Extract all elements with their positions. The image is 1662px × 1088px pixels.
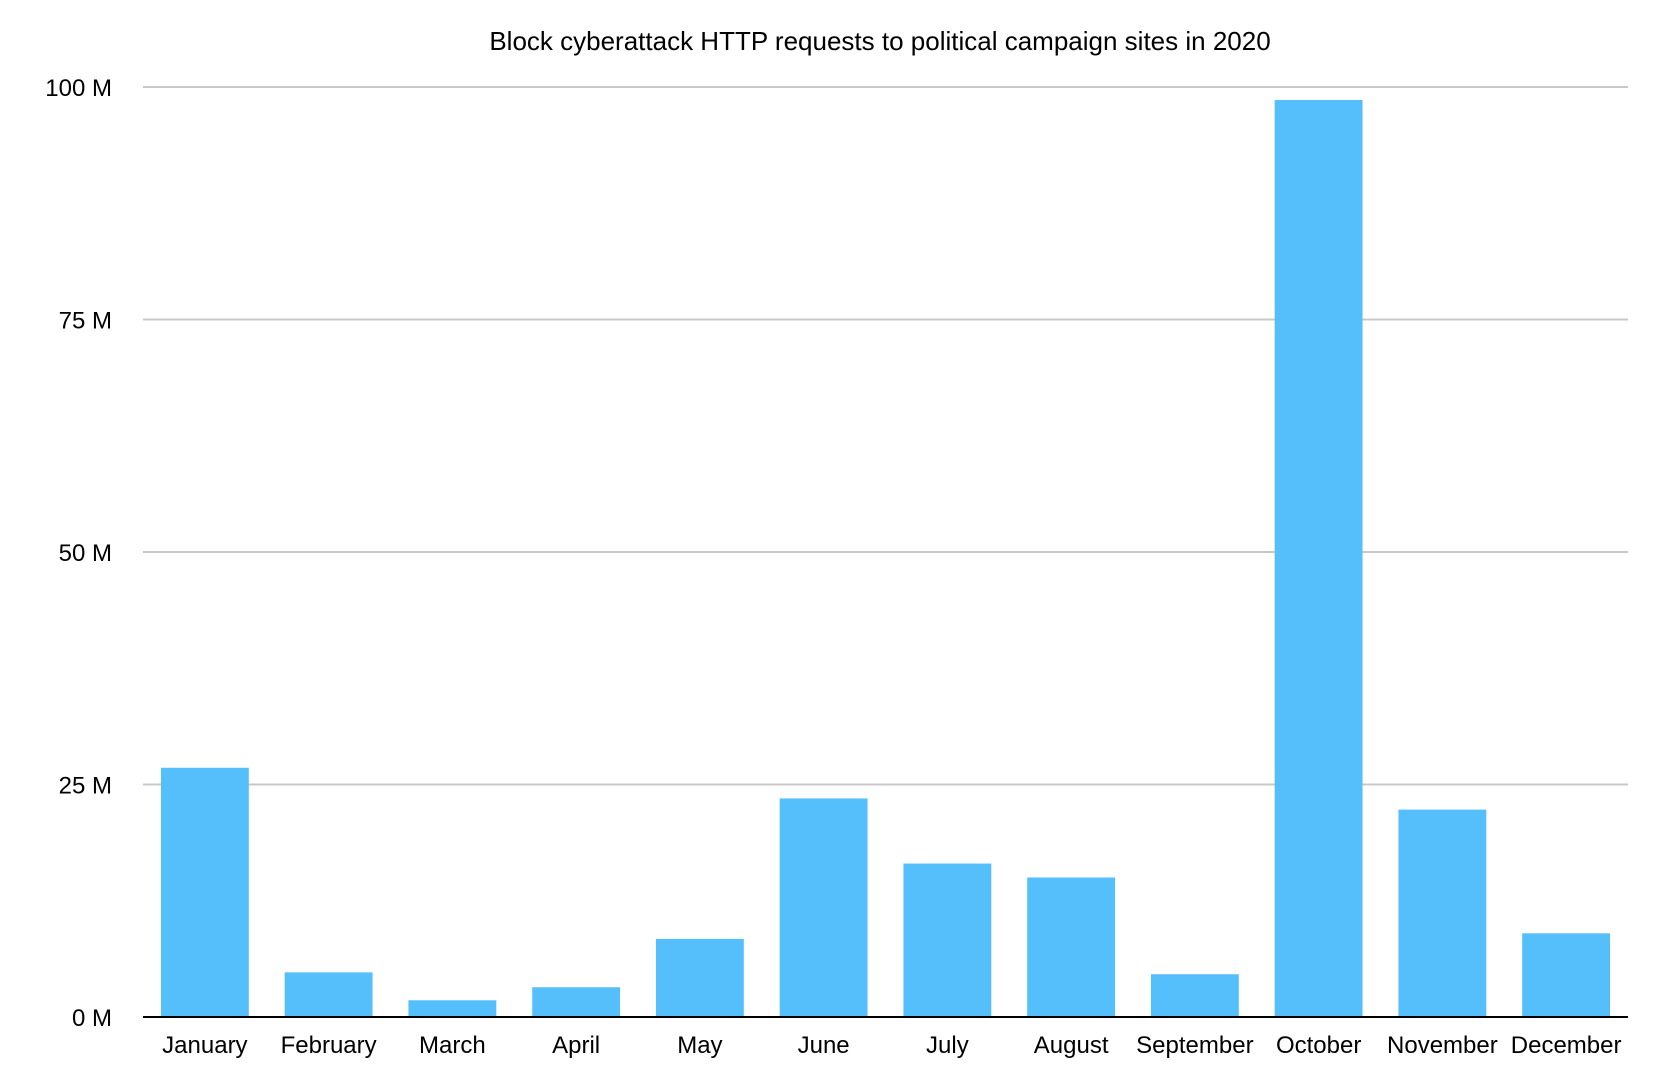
x-tick-label: May: [677, 1032, 722, 1059]
x-tick-label: March: [419, 1032, 486, 1059]
x-axis-ticks: January February March April May June July Augu…: [162, 1032, 1621, 1059]
y-axis-ticks: 0 M 25 M 50 M 75 M 100 M: [45, 75, 112, 1032]
bar-february: [284, 972, 373, 1017]
bar-november: [1398, 809, 1487, 1017]
bar-march: [408, 1000, 497, 1017]
x-tick-label: June: [798, 1032, 850, 1059]
chart-title: Block cyberattack HTTP requests to polit…: [489, 26, 1270, 56]
bar-july: [903, 863, 992, 1017]
x-tick-label: February: [281, 1032, 377, 1059]
x-tick-label: April: [552, 1032, 600, 1059]
x-tick-label: July: [926, 1032, 969, 1059]
bar-june: [779, 798, 868, 1017]
bar-january: [160, 767, 249, 1017]
bar-august: [1027, 877, 1116, 1017]
x-tick-label: September: [1136, 1032, 1253, 1059]
bar-december: [1522, 933, 1611, 1017]
y-tick-label: 75 M: [59, 308, 112, 335]
bars: [160, 100, 1611, 1017]
y-tick-label: 50 M: [59, 540, 112, 567]
x-tick-label: November: [1387, 1032, 1498, 1059]
y-tick-label: 100 M: [45, 75, 112, 102]
y-tick-label: 25 M: [59, 773, 112, 800]
gridlines: [143, 86, 1628, 786]
x-tick-label: December: [1511, 1032, 1622, 1059]
x-tick-label: August: [1034, 1032, 1109, 1059]
bar-september: [1150, 974, 1239, 1017]
x-tick-label: January: [162, 1032, 247, 1059]
bar-october: [1274, 100, 1363, 1017]
bar-april: [532, 987, 621, 1017]
x-tick-label: October: [1276, 1032, 1361, 1059]
bar-may: [655, 938, 744, 1017]
y-tick-label: 0 M: [72, 1005, 112, 1032]
